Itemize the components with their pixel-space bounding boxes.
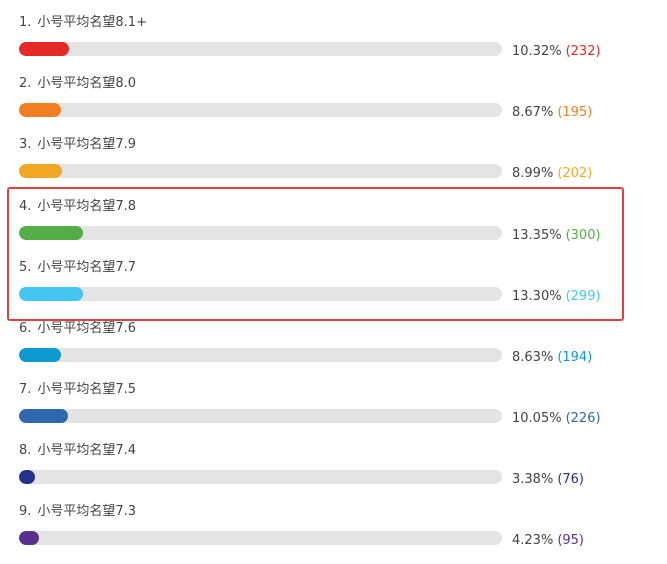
- option-label: 8. 小号平均名望7.4: [19, 442, 136, 460]
- option-label: 1. 小号平均名望8.1+: [19, 14, 147, 32]
- option-index: 5.: [19, 260, 32, 275]
- progress-track: [19, 470, 502, 484]
- option-votes: (232): [565, 44, 601, 59]
- option-text: 小号平均名望7.7: [37, 260, 137, 275]
- option-percent: 10.32%: [512, 44, 562, 59]
- option-stat: 8.67% (195): [512, 105, 592, 121]
- option-index: 2.: [19, 76, 32, 91]
- option-percent: 13.35%: [512, 228, 562, 243]
- poll-option-row: 3. 小号平均名望7.9 8.99% (202): [0, 136, 667, 197]
- option-stat: 3.38% (76): [512, 472, 584, 488]
- option-percent: 13.30%: [512, 289, 562, 304]
- option-percent: 8.99%: [512, 166, 554, 181]
- option-votes: (299): [565, 289, 601, 304]
- option-votes: (195): [557, 105, 593, 120]
- progress-track: [19, 287, 502, 301]
- progress-fill: [19, 226, 84, 240]
- poll-option-row: 5. 小号平均名望7.7 13.30% (299): [0, 259, 667, 320]
- option-label: 9. 小号平均名望7.3: [19, 503, 136, 521]
- option-text: 小号平均名望7.5: [37, 382, 137, 397]
- poll-option-row: 1. 小号平均名望8.1+ 10.32% (232): [0, 14, 667, 75]
- option-text: 小号平均名望7.6: [37, 321, 137, 336]
- progress-track: [19, 409, 502, 423]
- option-stat: 8.99% (202): [512, 166, 592, 182]
- poll-option-row: 6. 小号平均名望7.6 8.63% (194): [0, 320, 667, 381]
- option-votes: (95): [557, 533, 584, 548]
- option-stat: 10.32% (232): [512, 44, 601, 60]
- option-percent: 8.67%: [512, 105, 554, 120]
- option-stat: 4.23% (95): [512, 533, 584, 549]
- option-votes: (194): [557, 350, 593, 365]
- option-label: 6. 小号平均名望7.6: [19, 320, 136, 338]
- progress-fill: [19, 470, 36, 484]
- option-index: 1.: [19, 15, 32, 30]
- progress-fill: [19, 103, 61, 117]
- option-text: 小号平均名望7.3: [37, 504, 137, 519]
- progress-fill: [19, 42, 69, 56]
- option-text: 小号平均名望7.4: [37, 443, 137, 458]
- poll-option-row: 7. 小号平均名望7.5 10.05% (226): [0, 381, 667, 442]
- option-text: 小号平均名望7.9: [37, 137, 137, 152]
- option-percent: 4.23%: [512, 533, 554, 548]
- option-votes: (226): [565, 411, 601, 426]
- poll-option-row: 4. 小号平均名望7.8 13.35% (300): [0, 198, 667, 259]
- option-index: 3.: [19, 137, 32, 152]
- option-text: 小号平均名望8.1+: [37, 15, 147, 30]
- option-index: 4.: [19, 199, 32, 214]
- poll-option-row: 9. 小号平均名望7.3 4.23% (95): [0, 503, 667, 564]
- option-label: 4. 小号平均名望7.8: [19, 198, 136, 216]
- progress-track: [19, 531, 502, 545]
- option-votes: (202): [557, 166, 593, 181]
- option-text: 小号平均名望8.0: [37, 76, 137, 91]
- option-index: 8.: [19, 443, 32, 458]
- option-label: 3. 小号平均名望7.9: [19, 136, 136, 154]
- progress-fill: [19, 531, 40, 545]
- option-votes: (300): [565, 228, 601, 243]
- poll-option-row: 8. 小号平均名望7.4 3.38% (76): [0, 442, 667, 503]
- option-percent: 8.63%: [512, 350, 554, 365]
- progress-fill: [19, 409, 68, 423]
- progress-track: [19, 103, 502, 117]
- option-percent: 10.05%: [512, 411, 562, 426]
- progress-track: [19, 164, 502, 178]
- option-label: 5. 小号平均名望7.7: [19, 259, 136, 277]
- option-text: 小号平均名望7.8: [37, 199, 137, 214]
- progress-fill: [19, 287, 84, 301]
- option-index: 7.: [19, 382, 32, 397]
- option-stat: 13.35% (300): [512, 228, 601, 244]
- progress-track: [19, 226, 502, 240]
- option-label: 2. 小号平均名望8.0: [19, 75, 136, 93]
- option-index: 6.: [19, 321, 32, 336]
- option-stat: 8.63% (194): [512, 350, 592, 366]
- progress-track: [19, 42, 502, 56]
- progress-track: [19, 348, 502, 362]
- poll-option-row: 2. 小号平均名望8.0 8.67% (195): [0, 75, 667, 136]
- option-percent: 3.38%: [512, 472, 554, 487]
- progress-fill: [19, 348, 61, 362]
- progress-fill: [19, 164, 63, 178]
- option-stat: 10.05% (226): [512, 411, 601, 427]
- option-stat: 13.30% (299): [512, 289, 601, 305]
- option-index: 9.: [19, 504, 32, 519]
- option-label: 7. 小号平均名望7.5: [19, 381, 136, 399]
- option-votes: (76): [557, 472, 584, 487]
